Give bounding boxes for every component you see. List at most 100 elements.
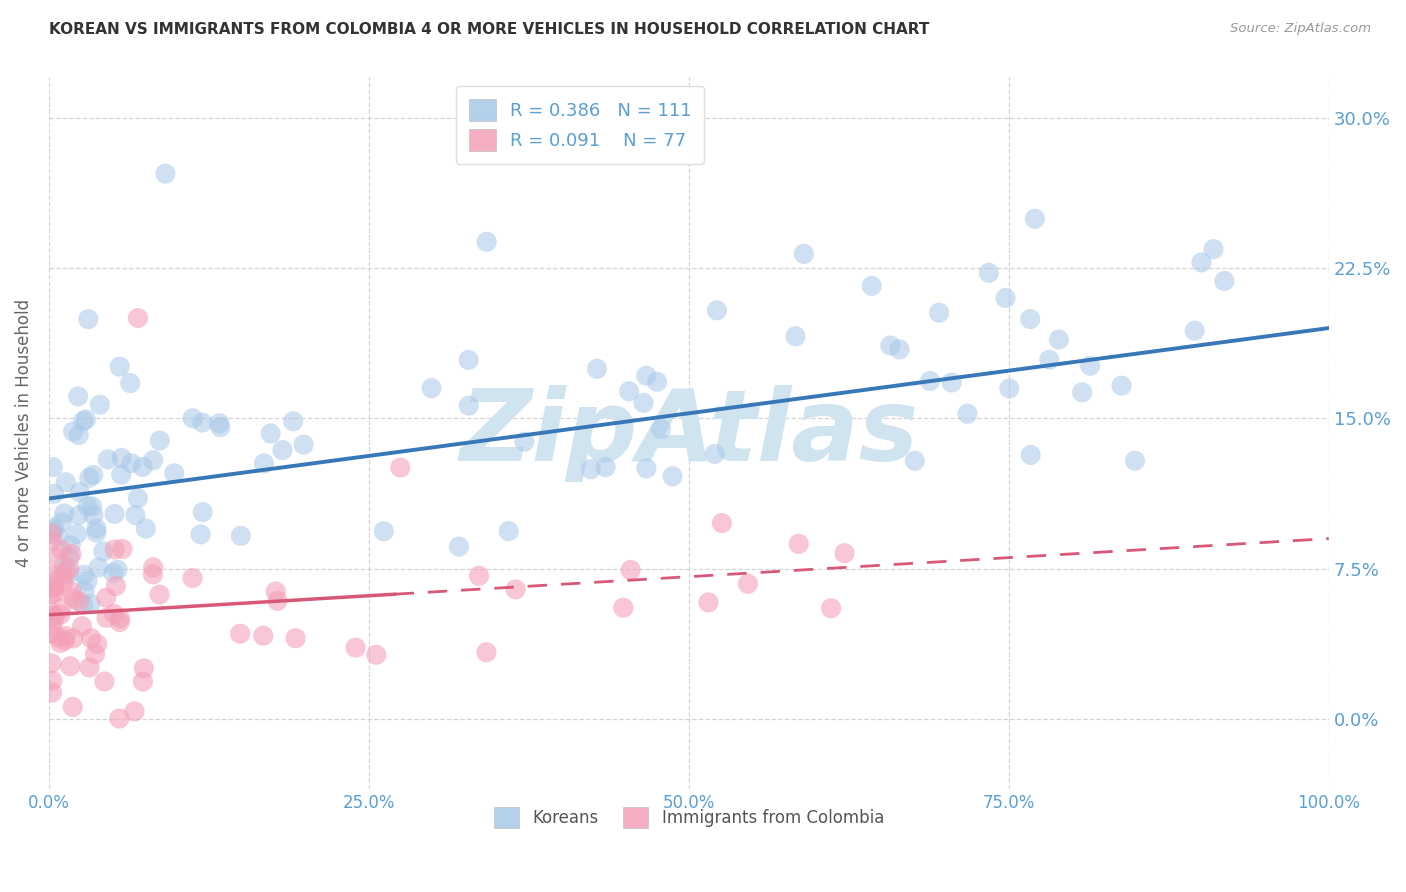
Point: [209, 420, 232, 434]
Point: [46, 530, 69, 544]
Point: [191, 416, 214, 430]
Point: [49, 607, 72, 622]
Point: [710, 516, 733, 530]
Point: [77, 312, 100, 326]
Point: [860, 278, 883, 293]
Point: [41, 587, 63, 601]
Point: [1047, 333, 1070, 347]
Point: [956, 407, 979, 421]
Point: [110, 467, 132, 482]
Point: [498, 524, 520, 538]
Point: [97, 452, 120, 467]
Point: [41, 657, 63, 671]
Point: [1184, 324, 1206, 338]
Point: [53, 566, 76, 580]
Point: [420, 381, 443, 395]
Point: [1213, 274, 1236, 288]
Point: [120, 376, 142, 390]
Legend: Koreans, Immigrants from Colombia: Koreans, Immigrants from Colombia: [486, 801, 890, 834]
Point: [87, 560, 110, 574]
Point: [44, 611, 66, 625]
Point: [155, 167, 177, 181]
Point: [70, 619, 93, 633]
Point: [76, 499, 98, 513]
Point: [468, 568, 491, 582]
Point: [82, 508, 104, 522]
Point: [636, 461, 658, 475]
Point: [55, 629, 77, 643]
Point: [149, 434, 172, 448]
Point: [120, 456, 142, 470]
Point: [59, 550, 82, 565]
Point: [79, 660, 101, 674]
Point: [1038, 352, 1060, 367]
Point: [44, 574, 66, 588]
Point: [124, 705, 146, 719]
Point: [62, 700, 84, 714]
Point: [229, 626, 252, 640]
Point: [994, 291, 1017, 305]
Point: [163, 467, 186, 481]
Point: [60, 547, 83, 561]
Point: [59, 539, 82, 553]
Point: [104, 507, 127, 521]
Point: [142, 453, 165, 467]
Point: [513, 434, 536, 449]
Point: [889, 343, 911, 357]
Point: [586, 361, 609, 376]
Point: [108, 712, 131, 726]
Point: [208, 416, 231, 430]
Point: [60, 584, 83, 599]
Point: [264, 584, 287, 599]
Point: [706, 303, 728, 318]
Point: [111, 450, 134, 465]
Point: [284, 631, 307, 645]
Point: [820, 601, 842, 615]
Point: [86, 637, 108, 651]
Point: [111, 541, 134, 556]
Point: [181, 411, 204, 425]
Point: [86, 521, 108, 535]
Point: [104, 579, 127, 593]
Point: [1191, 255, 1213, 269]
Point: [53, 507, 76, 521]
Point: [41, 533, 63, 548]
Point: [135, 522, 157, 536]
Point: [82, 467, 104, 482]
Point: [636, 368, 658, 383]
Point: [344, 640, 367, 655]
Point: [579, 462, 602, 476]
Point: [62, 425, 84, 439]
Point: [41, 526, 63, 541]
Point: [59, 659, 82, 673]
Point: [75, 412, 97, 426]
Point: [366, 648, 388, 662]
Point: [633, 396, 655, 410]
Point: [793, 247, 815, 261]
Point: [46, 630, 69, 644]
Point: [941, 376, 963, 390]
Point: [108, 615, 131, 629]
Point: [42, 608, 65, 623]
Point: [41, 673, 63, 688]
Point: [80, 631, 103, 645]
Point: [457, 352, 479, 367]
Point: [1071, 385, 1094, 400]
Point: [67, 508, 90, 523]
Point: [62, 591, 84, 606]
Point: [617, 384, 640, 399]
Point: [661, 469, 683, 483]
Point: [79, 597, 101, 611]
Point: [1019, 448, 1042, 462]
Point: [142, 567, 165, 582]
Point: [620, 563, 643, 577]
Point: [93, 674, 115, 689]
Point: [737, 576, 759, 591]
Point: [44, 585, 66, 599]
Point: [53, 633, 76, 648]
Point: [132, 661, 155, 675]
Point: [84, 647, 107, 661]
Point: [148, 588, 170, 602]
Point: [879, 338, 901, 352]
Point: [52, 558, 75, 572]
